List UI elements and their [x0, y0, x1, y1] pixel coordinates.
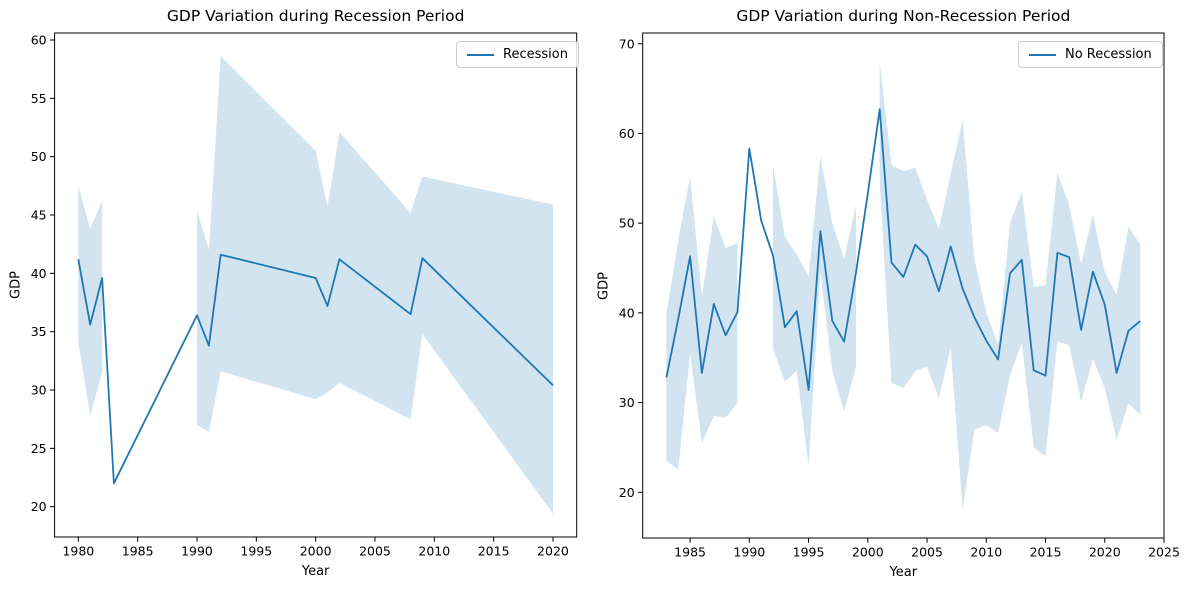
left-chart-legend: Recession	[456, 41, 579, 68]
y-tick-label: 70	[619, 36, 635, 51]
x-tick-label: 1980	[62, 544, 94, 559]
x-tick-label: 2015	[1030, 545, 1062, 560]
x-tick-label: 1985	[674, 545, 706, 560]
x-tick-label: 1995	[240, 544, 272, 559]
x-tick-label: 2015	[478, 544, 510, 559]
x-axis-ticks: 1985 1990 1995 2000 2005 2010 2015 2020 2025	[674, 538, 1180, 560]
y-axis-ticks: 20 30 40 50 60 70	[619, 36, 643, 500]
right-chart-title: GDP Variation during Non-Recession Perio…	[736, 7, 1071, 25]
x-tick-label: 1990	[733, 545, 765, 560]
band-area	[78, 185, 103, 416]
y-tick-label: 30	[31, 383, 47, 398]
gdp-mean-line	[77, 253, 554, 485]
x-tick-label: 2020	[537, 544, 569, 559]
x-tick-label: 2010	[418, 544, 450, 559]
legend-label: Recession	[503, 47, 568, 62]
left-chart-ylabel: GDP	[8, 271, 24, 299]
chart-1: 1985 1990 1995 2000 2005 2010 2015 2020 20252030…	[619, 32, 1180, 560]
band-area	[197, 56, 553, 514]
y-tick-label: 20	[619, 485, 635, 500]
y-tick-label: 50	[619, 216, 635, 231]
gdp-mean-line	[665, 108, 1141, 391]
x-axis-ticks: 1980 1985 1990 1995 2000 2005 2010 2015 2020	[62, 537, 569, 559]
y-tick-label: 40	[619, 305, 635, 320]
y-tick-label: 25	[31, 441, 47, 456]
right-chart-legend: No Recession	[1018, 41, 1163, 68]
x-tick-label: 2025	[1148, 545, 1180, 560]
x-tick-label: 1990	[181, 544, 213, 559]
axes-spines	[642, 32, 1165, 539]
legend-line-swatch	[1029, 53, 1056, 56]
x-tick-label: 2000	[852, 545, 884, 560]
y-tick-label: 35	[31, 324, 47, 339]
y-tick-label: 55	[31, 91, 47, 106]
right-chart-ylabel: GDP	[596, 271, 612, 300]
x-tick-label: 2020	[1089, 545, 1121, 560]
y-tick-label: 45	[31, 208, 47, 223]
y-axis-ticks: 20 25 30 35 40 45 50 55 60	[31, 33, 55, 514]
left-chart-title: GDP Variation during Recession Period	[166, 7, 465, 25]
x-tick-label: 2010	[970, 545, 1002, 560]
x-tick-label: 2005	[911, 545, 943, 560]
x-tick-label: 1995	[793, 545, 825, 560]
chart-0: 1980 1985 1990 1995 2000 2005 2010 2015 20202025…	[31, 32, 578, 559]
x-tick-label: 2005	[359, 544, 391, 559]
right-chart-xlabel: Year	[889, 565, 918, 580]
x-tick-label: 2000	[300, 544, 332, 559]
y-tick-label: 60	[31, 33, 47, 48]
y-tick-label: 20	[31, 499, 47, 514]
legend-label: No Recession	[1065, 47, 1152, 62]
y-tick-label: 50	[31, 149, 47, 164]
x-tick-label: 1985	[122, 544, 154, 559]
legend-line-swatch	[467, 53, 494, 56]
y-tick-label: 30	[619, 395, 635, 410]
y-tick-label: 60	[619, 126, 635, 141]
band-area	[879, 61, 1141, 511]
left-chart-xlabel: Year	[301, 564, 330, 579]
y-tick-label: 40	[31, 266, 47, 281]
band-area	[666, 176, 738, 470]
